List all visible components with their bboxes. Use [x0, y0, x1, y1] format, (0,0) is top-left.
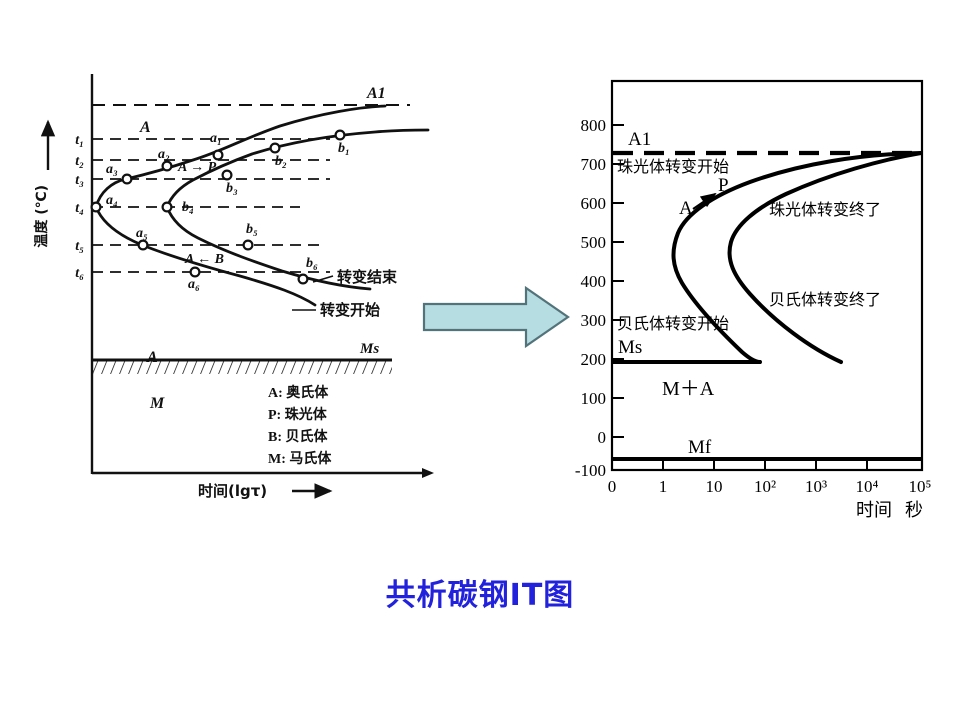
left-legend-item-1: P: 珠光体 [268, 406, 328, 423]
left-ytick-t3: t₃ [75, 173, 84, 188]
right-ytick-500: 500 [581, 233, 607, 252]
right-xtick-10: 10 [706, 477, 723, 496]
right-m-plus-a-label: M＋A [662, 378, 715, 400]
left-ytick-t5: t₅ [75, 239, 84, 254]
right-ytick-600: 600 [581, 194, 607, 213]
right-ytick-0: 0 [598, 428, 607, 447]
right-annotation-bainite-finish: 贝氏体转变终了 [769, 290, 881, 309]
left-label-a3: a₃ [106, 162, 118, 177]
right-transformation-finish-curve [727, 151, 923, 364]
right-pearlite-label: P [718, 175, 729, 196]
right-annotation-bainite-start: 贝氏体转变开始 [617, 314, 729, 333]
left-label-b3: b₃ [226, 181, 238, 196]
right-ms-label: Ms [618, 337, 642, 358]
left-point-b5 [242, 239, 254, 251]
left-label-a2: a₂ [158, 147, 170, 162]
left-point-b2 [269, 142, 281, 154]
right-ytick-300: 300 [581, 311, 607, 330]
left-point-b4 [161, 201, 173, 213]
left-legend-item-0: A: 奥氏体 [268, 384, 329, 401]
left-a1-label: A1 [366, 85, 386, 102]
right-xtick-0: 0 [608, 477, 617, 496]
right-ytick-200: 200 [581, 350, 607, 369]
left-reaction-a-to-b: A ← B [184, 252, 224, 267]
left-label-b6: b₆ [306, 256, 318, 271]
right-ytick-700: 700 [581, 155, 607, 174]
right-x-axis-label-time: 时间 [856, 500, 892, 521]
right-ytick-100: 100 [581, 389, 607, 408]
left-point-a2 [161, 160, 173, 172]
left-point-a4 [90, 201, 102, 213]
left-point-a1 [212, 149, 224, 161]
left-y-axis-label: 温度 (℃) [33, 185, 50, 248]
left-annotation-start: 转变开始 [320, 301, 380, 319]
left-ytick-t1: t₁ [75, 133, 84, 148]
right-plot-frame [610, 79, 924, 472]
right-xtick-1e4: 10⁴ [856, 477, 879, 496]
left-label-b4: b₄ [182, 200, 194, 215]
transition-arrow [418, 278, 576, 356]
left-point-b3 [221, 169, 233, 181]
left-label-b1: b₁ [338, 141, 350, 156]
right-x-axis-label-unit: 秒 [905, 500, 923, 521]
left-ytick-t4: t₄ [75, 201, 84, 216]
left-point-b1 [334, 129, 346, 141]
right-a1-label: A1 [628, 129, 651, 150]
right-transformation-start-curve [671, 151, 923, 364]
left-label-b5: b₅ [246, 222, 258, 237]
right-austenite-label: A [679, 198, 693, 219]
left-label-a4: a₄ [106, 193, 118, 208]
right-annotation-pearlite-start: 珠光体转变开始 [617, 157, 729, 176]
right-arrow-icon [422, 285, 570, 349]
left-label-b2: b₂ [275, 154, 287, 169]
left-ms-hatch-band [92, 361, 392, 374]
left-ttt-diagram: 温度 (℃) A1 t₁ t₂ t₃ t₄ t₅ t₆ [30, 60, 450, 500]
left-legend-item-2: B: 贝氏体 [268, 428, 328, 445]
left-label-a6: a₆ [188, 277, 200, 292]
right-ytick-m100: -100 [575, 461, 606, 480]
left-ms-label: Ms [359, 341, 379, 357]
left-annotation-finish: 转变结束 [337, 268, 398, 286]
right-mf-label: Mf [688, 437, 712, 458]
left-finish-curve-lower [165, 205, 372, 291]
right-ttt-diagram: 800 700 600 500 400 300 200 100 0 -100 [560, 70, 960, 521]
left-point-a6 [189, 266, 201, 278]
left-start-curve-lower [94, 205, 317, 307]
left-x-axis-arrowhead [422, 468, 434, 478]
left-point-a5 [137, 239, 149, 251]
left-point-a3 [121, 173, 133, 185]
left-annotation-finish-leader [312, 275, 334, 283]
right-xtick-1e3: 10³ [805, 477, 827, 496]
left-label-a5: a₅ [136, 226, 148, 241]
right-xtick-1: 1 [659, 477, 668, 496]
left-point-b6 [297, 273, 309, 285]
left-ytick-t6: t₆ [75, 266, 84, 281]
left-ytick-t2: t₂ [75, 154, 84, 169]
left-finish-curve [165, 128, 430, 209]
left-x-axis-label: 时间(lgτ) [198, 482, 267, 500]
right-ytick-800: 800 [581, 116, 607, 135]
right-annotation-pearlite-finish: 珠光体转变终了 [769, 200, 881, 219]
right-ytick-400: 400 [581, 272, 607, 291]
left-legend-item-3: M: 马氏体 [268, 450, 332, 467]
left-label-a1: a₁ [210, 131, 222, 146]
left-reaction-a-to-p: A → P [177, 160, 217, 175]
left-region-m: M [149, 395, 165, 412]
right-xtick-1e2: 10² [754, 477, 776, 496]
right-xtick-1e5: 10⁵ [909, 477, 932, 496]
left-region-a-upper: A [139, 119, 151, 136]
right-a-to-p-arrow [692, 192, 717, 210]
left-start-curve [94, 104, 387, 209]
page-title: 共析碳钢IT图 [385, 578, 575, 613]
